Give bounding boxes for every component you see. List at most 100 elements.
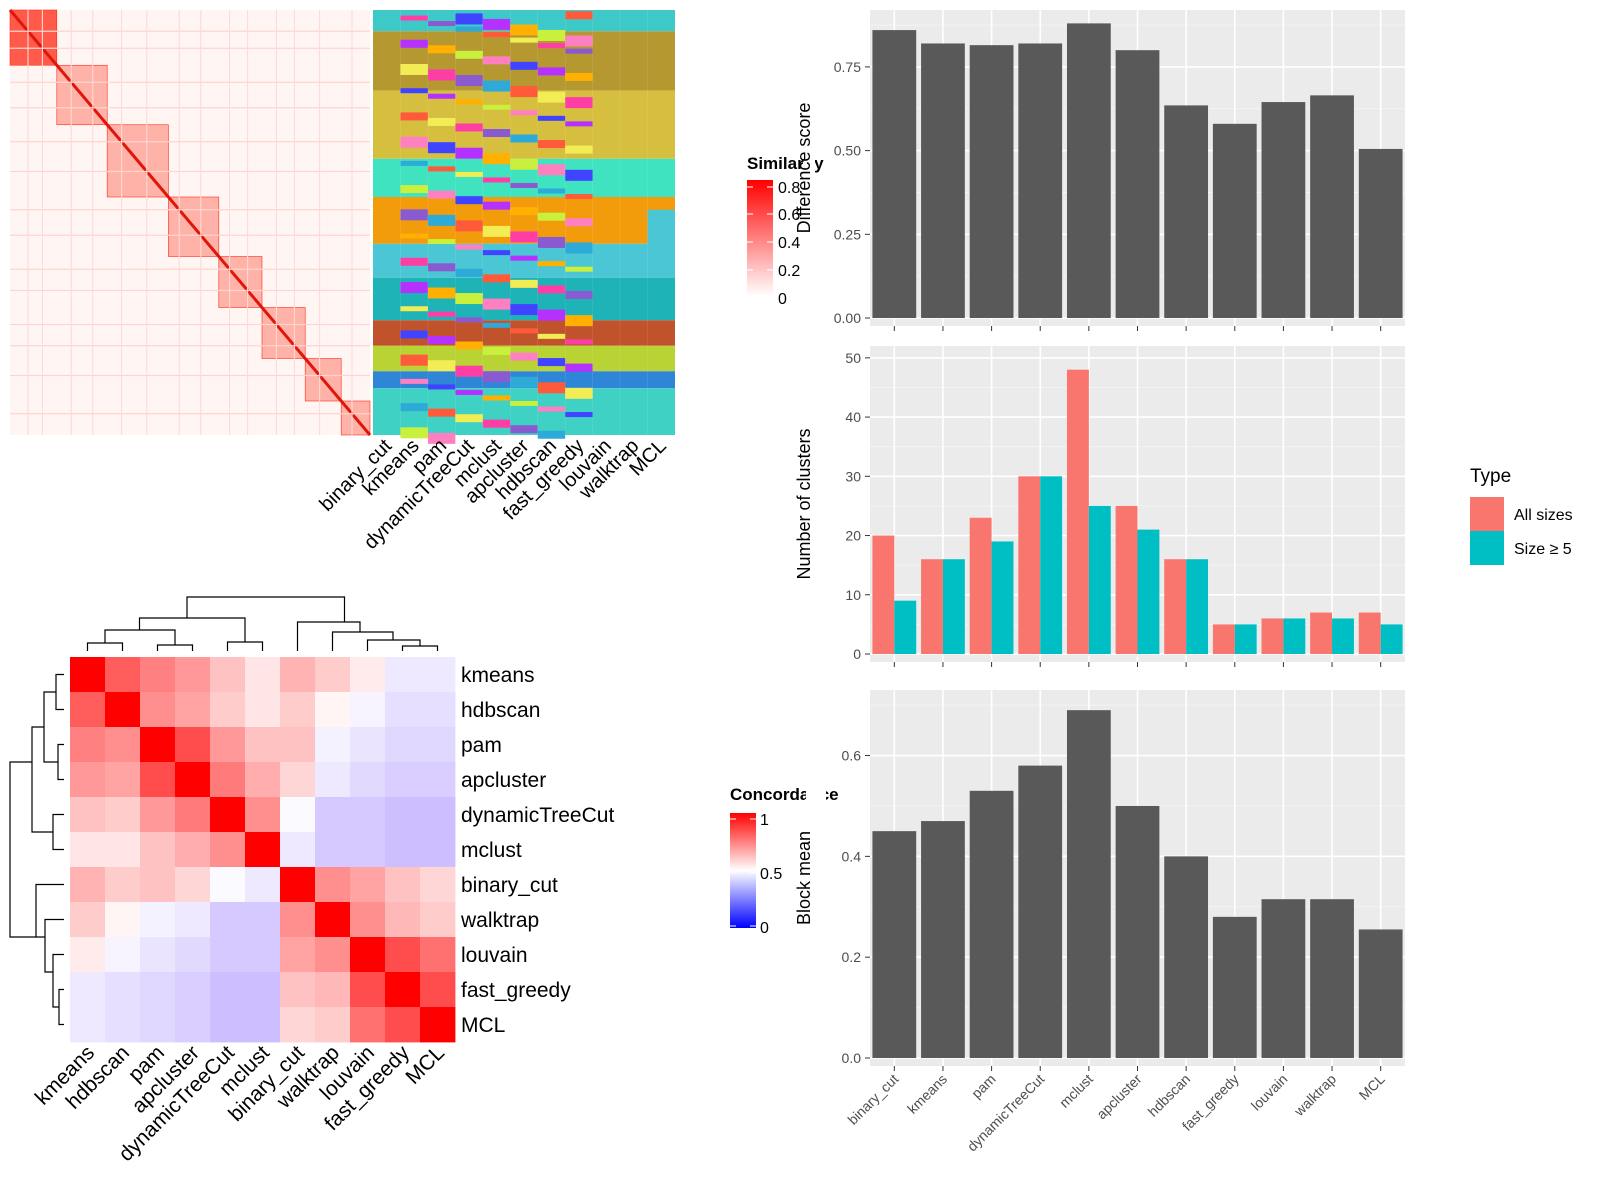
membership-cell [427, 335, 456, 344]
membership-cell [400, 378, 428, 384]
concordance-cell [420, 1007, 456, 1043]
y-tick-label: 50 [845, 350, 861, 366]
concordance-cell [140, 657, 176, 693]
membership-cell [537, 430, 566, 439]
concordance-cell [210, 832, 246, 868]
membership-cell [510, 134, 538, 143]
concordance-cell [385, 657, 421, 693]
concordance-legend-tick: 1 [760, 812, 769, 829]
bar-size-ge5 [894, 600, 917, 654]
concordance-cell [280, 762, 316, 798]
membership-cell [482, 250, 511, 256]
concordance-cell [315, 867, 351, 903]
membership-cell [482, 56, 511, 65]
similarity-legend-tick: 0 [778, 291, 787, 308]
bar-size-ge5 [1234, 624, 1257, 654]
membership-cell [482, 322, 511, 328]
membership-cell [427, 69, 456, 81]
bar-all-sizes [921, 559, 943, 654]
membership-cell [400, 427, 428, 439]
concordance-cell [385, 937, 421, 973]
legend-label-size-ge5: Size ≥ 5 [1514, 541, 1572, 558]
concordance-cell [175, 972, 211, 1008]
similarity-heatmap [8, 9, 372, 436]
bar-size-ge5 [942, 559, 965, 654]
membership-cell [427, 432, 456, 444]
membership-cell [537, 29, 566, 41]
concordance-cell [70, 972, 106, 1008]
y-axis-title: Block mean [794, 831, 814, 925]
concordance-cell [105, 972, 141, 1008]
concordance-cell [210, 692, 246, 728]
bar-all-sizes [1115, 505, 1138, 654]
membership-cell [427, 142, 456, 154]
membership-cell [455, 341, 483, 350]
membership-cell [537, 333, 566, 339]
concordance-dendrogram-left [9, 673, 64, 1026]
membership-cell [565, 97, 593, 109]
x-tick-label: pam [968, 1071, 999, 1102]
concordance-cell [350, 762, 386, 798]
x-tick-label: hdbscan [1145, 1071, 1194, 1120]
concordance-cell [245, 972, 281, 1008]
bar [1018, 765, 1063, 1058]
concordance-cell [350, 902, 386, 938]
bar-size-ge5 [1137, 529, 1160, 654]
bar [1261, 102, 1306, 318]
concordance-cell [280, 972, 316, 1008]
concordance-cell [385, 832, 421, 868]
concordance-cell [70, 797, 106, 833]
membership-cell [482, 153, 511, 165]
bar-all-sizes [872, 535, 895, 654]
membership-cell [400, 233, 428, 239]
membership-cell [427, 263, 456, 272]
concordance-cell [350, 867, 386, 903]
dendrogram-branch [44, 918, 64, 973]
membership-cell [427, 190, 456, 199]
concordance-row-labels: kmeans hdbscan pam apcluster dynamicTreeCut m… [460, 664, 614, 1037]
x-tick-label: mclust [1056, 1071, 1096, 1111]
concordance-legend-tick: 0 [760, 920, 769, 937]
bar-all-sizes [1164, 559, 1187, 654]
y-tick-label: 0.25 [834, 226, 861, 242]
y-tick-label: 0.0 [842, 1050, 862, 1066]
concordance-cell [70, 937, 106, 973]
dendrogram-branch [58, 988, 64, 1026]
legend-clip-mask [805, 145, 815, 185]
concordance-cell [245, 727, 281, 763]
bar [921, 43, 965, 318]
concordance-cell [210, 727, 246, 763]
membership-cell [565, 72, 593, 81]
concordance-row-label: mclust [461, 839, 522, 862]
membership-cell [400, 39, 428, 48]
concordance-cell [70, 762, 106, 798]
concordance-cell [175, 797, 211, 833]
bar-all-sizes [1066, 369, 1089, 654]
dendrogram-branch [9, 761, 36, 938]
membership-cell [647, 209, 675, 261]
concordance-cell [210, 972, 246, 1008]
concordance-cell [420, 972, 456, 1008]
similarity-legend: Similarity 0.8 0.6 0.4 0.2 0 [747, 154, 824, 308]
membership-cell [427, 311, 456, 317]
concordance-row-label: walktrap [460, 909, 539, 932]
membership-cell [565, 266, 593, 272]
type-legend-title: Type [1470, 466, 1511, 487]
concordance-cell [140, 867, 176, 903]
membership-cell [455, 13, 483, 25]
concordance-row-label: louvain [461, 944, 528, 967]
dendrogram-branch [296, 621, 361, 651]
bar [969, 45, 1014, 319]
membership-column-labels: binary_cutkmeanspamdynamicTreeCutmclusta… [315, 435, 670, 554]
bar [1164, 856, 1209, 1058]
dendrogram-branch [35, 883, 64, 938]
concordance-cell [280, 1007, 316, 1043]
membership-matrix [373, 10, 675, 444]
membership-cell [455, 196, 483, 205]
membership-cell [537, 358, 566, 367]
bar-size-ge5 [1040, 476, 1063, 654]
similarity-block-outline [340, 400, 371, 436]
membership-cell [565, 290, 593, 299]
membership-cell [455, 26, 483, 32]
bar [921, 821, 965, 1058]
